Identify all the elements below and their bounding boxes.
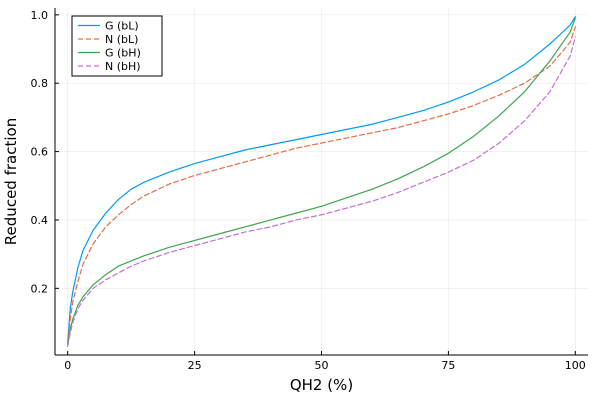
x-tick-label: 0 [64, 359, 71, 372]
x-tick-label: 75 [441, 359, 455, 372]
y-tick-label: 0.8 [31, 77, 49, 90]
y-tick-label: 1.0 [31, 9, 49, 22]
grid [55, 8, 588, 355]
legend-label: G (bL) [105, 20, 139, 33]
series-line-3 [67, 17, 576, 346]
y-tick-label: 0.6 [31, 146, 49, 159]
x-tick-label: 25 [188, 359, 202, 372]
series-line-2 [67, 26, 576, 346]
legend-label: N (bL) [105, 33, 138, 46]
y-tick-label: 0.4 [31, 214, 49, 227]
series-line-1 [67, 15, 576, 344]
x-axis-label: QH2 (%) [290, 376, 353, 394]
legend-label: G (bH) [105, 47, 141, 60]
y-ticks: 0.2 0.4 0.6 0.8 1.0 [31, 9, 59, 295]
x-tick-label: 100 [565, 359, 586, 372]
y-axis-label: Reduced fraction [2, 118, 20, 245]
legend-label: N (bH) [105, 60, 141, 73]
x-tick-label: 50 [315, 359, 329, 372]
series-line-4 [67, 36, 576, 348]
legend: G (bL)N (bL)G (bH)N (bH) [71, 15, 163, 77]
series-lines [67, 15, 576, 348]
y-tick-label: 0.2 [31, 282, 49, 295]
x-ticks: 0 25 50 75 100 [64, 351, 586, 372]
